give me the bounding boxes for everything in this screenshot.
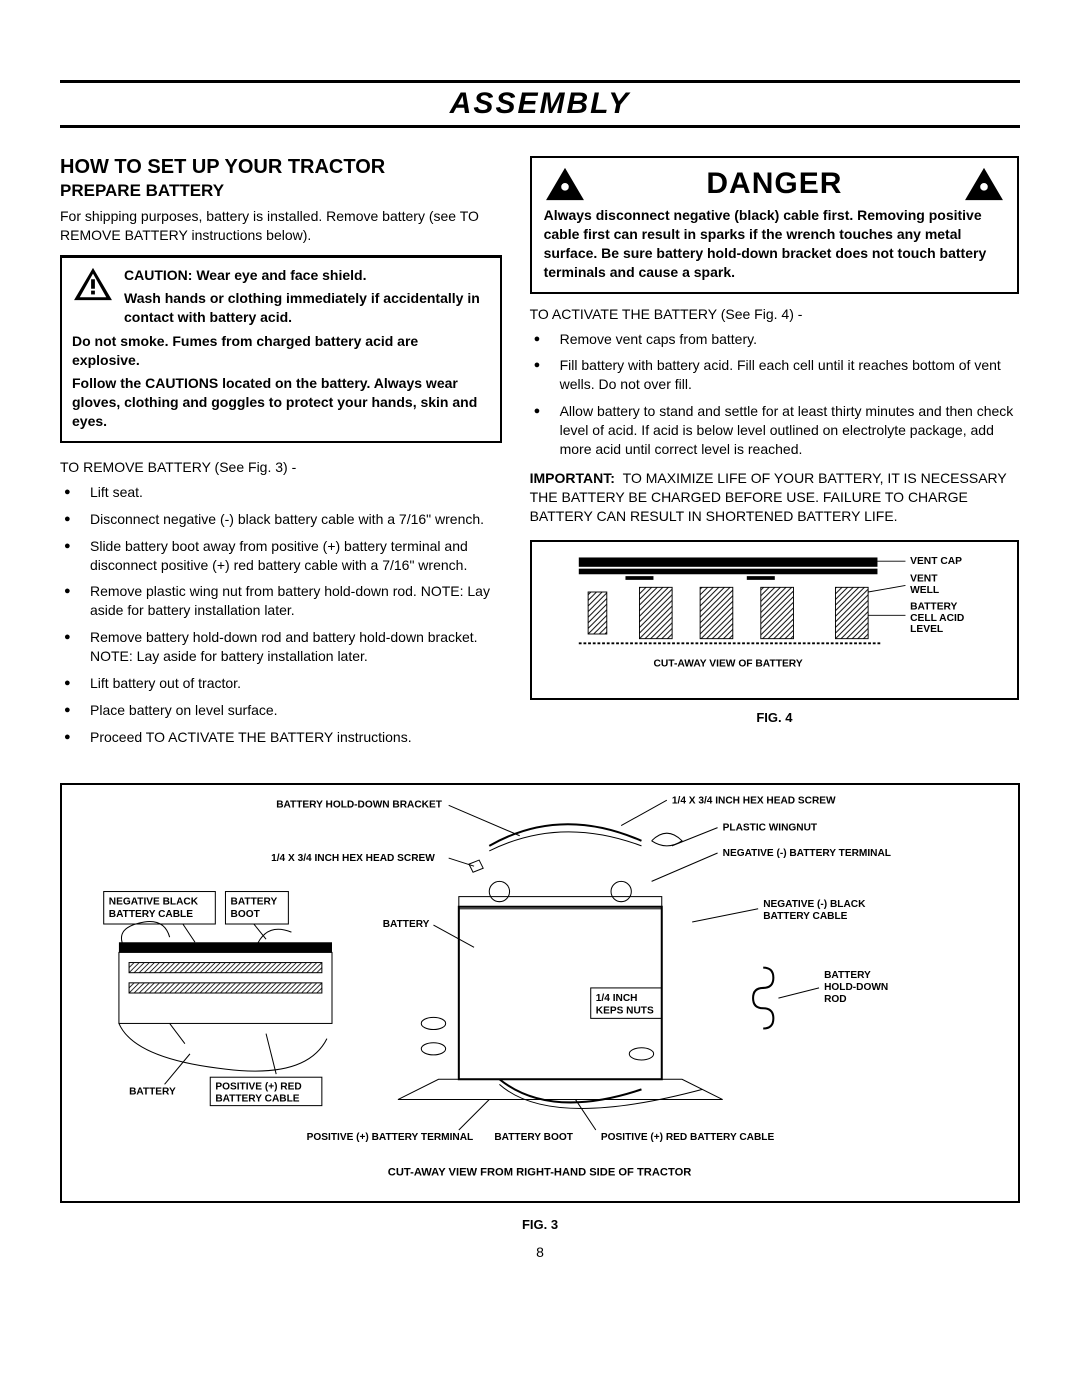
danger-icon-right (963, 166, 1005, 202)
fig3-caption: FIG. 3 (60, 1217, 1020, 1232)
fig4-caption: FIG. 4 (530, 710, 1020, 725)
fig3-label: 1/4 X 3/4 INCH HEX HEAD SCREW (672, 795, 836, 806)
page-title: ASSEMBLY (450, 87, 630, 120)
list-item: Lift seat. (84, 483, 502, 502)
left-column: HOW TO SET UP YOUR TRACTOR PREPARE BATTE… (60, 156, 502, 755)
fig4-label-ventcap: VENT CAP (910, 556, 962, 567)
list-item: Proceed TO ACTIVATE THE BATTERY instruct… (84, 728, 502, 747)
list-item: Place battery on level surface. (84, 701, 502, 720)
activate-heading: TO ACTIVATE THE BATTERY (See Fig. 4) - (530, 306, 1020, 322)
danger-icon-left (544, 166, 586, 202)
fig3-label: PLASTIC WINGNUT (723, 822, 818, 833)
caution-para2: Follow the CAUTIONS located on the batte… (72, 375, 477, 429)
list-item: Remove plastic wing nut from battery hol… (84, 582, 502, 620)
intro-paragraph: For shipping purposes, battery is instal… (60, 207, 502, 245)
svg-text:BATTERY: BATTERY (824, 969, 871, 980)
svg-text:1/4 INCH: 1/4 INCH (596, 993, 638, 1004)
svg-text:NEGATIVE (-) BLACK: NEGATIVE (-) BLACK (763, 898, 866, 909)
svg-text:HOLD-DOWN: HOLD-DOWN (824, 982, 888, 993)
list-item: Slide battery boot away from positive (+… (84, 537, 502, 575)
danger-text: Always disconnect negative (black) cable… (544, 206, 1006, 282)
svg-text:POSITIVE (+) BATTERY TERMINAL: POSITIVE (+) BATTERY TERMINAL (307, 1132, 474, 1143)
subsection-heading: PREPARE BATTERY (60, 181, 502, 201)
caution-line1: CAUTION: Wear eye and face shield. (124, 267, 366, 283)
danger-title: DANGER (706, 167, 842, 201)
fig4-label-ventwell: VENT (910, 573, 938, 584)
list-item: Lift battery out of tractor. (84, 674, 502, 693)
svg-text:KEPS NUTS: KEPS NUTS (596, 1005, 654, 1016)
svg-text:BATTERY: BATTERY (231, 896, 278, 907)
danger-box: DANGER Always disconnect negative (black… (530, 156, 1020, 294)
svg-text:BATTERY: BATTERY (129, 1086, 176, 1097)
right-column: DANGER Always disconnect negative (black… (530, 156, 1020, 755)
fig4-diagram: VENT CAP VENT WELL BATTERY CELL ACID LEV… (540, 550, 1010, 690)
activate-battery-list: Remove vent caps from battery. Fill batt… (530, 330, 1020, 459)
list-item: Remove battery hold-down rod and battery… (84, 628, 502, 666)
svg-text:BATTERY CABLE: BATTERY CABLE (215, 1093, 299, 1104)
list-item: Remove vent caps from battery. (554, 330, 1020, 349)
page-number: 8 (60, 1244, 1020, 1260)
fig3-label: 1/4 X 3/4 INCH HEX HEAD SCREW (271, 853, 435, 864)
fig4-label-cellacid: BATTERY (910, 601, 957, 612)
figure-3: BATTERY HOLD-DOWN BRACKET 1/4 X 3/4 INCH… (60, 783, 1020, 1203)
fig3-label: NEGATIVE (-) BATTERY TERMINAL (723, 848, 891, 859)
svg-text:BATTERY BOOT: BATTERY BOOT (494, 1132, 573, 1143)
section-heading: HOW TO SET UP YOUR TRACTOR (60, 156, 502, 179)
fig3-label: BATTERY HOLD-DOWN BRACKET (276, 799, 443, 810)
caution-box: CAUTION: Wear eye and face shield. Wash … (60, 255, 502, 443)
list-item: Fill battery with battery acid. Fill eac… (554, 356, 1020, 394)
caution-line2: Wash hands or clothing immediately if ac… (124, 290, 480, 325)
two-column-layout: HOW TO SET UP YOUR TRACTOR PREPARE BATTE… (60, 156, 1020, 755)
svg-text:POSITIVE (+) RED BATTERY CABLE: POSITIVE (+) RED BATTERY CABLE (601, 1132, 775, 1143)
svg-text:BATTERY: BATTERY (383, 919, 430, 930)
page-root: ASSEMBLY HOW TO SET UP YOUR TRACTOR PREP… (0, 0, 1080, 1300)
svg-text:BATTERY CABLE: BATTERY CABLE (763, 911, 847, 922)
svg-text:LEVEL: LEVEL (910, 624, 943, 635)
svg-text:BATTERY CABLE: BATTERY CABLE (109, 909, 193, 920)
fig3-caption-inside: CUT-AWAY VIEW FROM RIGHT-HAND SIDE OF TR… (388, 1166, 692, 1178)
remove-battery-list: Lift seat. Disconnect negative (-) black… (60, 483, 502, 747)
list-item: Disconnect negative (-) black battery ca… (84, 510, 502, 529)
warning-icon (72, 266, 114, 302)
fig3-diagram: BATTERY HOLD-DOWN BRACKET 1/4 X 3/4 INCH… (62, 785, 1018, 1201)
figure-4: VENT CAP VENT WELL BATTERY CELL ACID LEV… (530, 540, 1020, 700)
title-bar: ASSEMBLY (60, 80, 1020, 128)
svg-text:NEGATIVE BLACK: NEGATIVE BLACK (109, 896, 199, 907)
svg-text:BOOT: BOOT (231, 909, 261, 920)
remove-heading: TO REMOVE BATTERY (See Fig. 3) - (60, 459, 502, 475)
svg-text:ROD: ROD (824, 994, 847, 1005)
fig4-caption-inside: CUT-AWAY VIEW OF BATTERY (653, 658, 802, 669)
svg-text:POSITIVE (+) RED: POSITIVE (+) RED (215, 1081, 301, 1092)
svg-text:WELL: WELL (910, 585, 939, 596)
important-paragraph: IMPORTANT: TO MAXIMIZE LIFE OF YOUR BATT… (530, 469, 1020, 526)
caution-para1: Do not smoke. Fumes from charged battery… (72, 333, 418, 368)
list-item: Allow battery to stand and settle for at… (554, 402, 1020, 459)
svg-text:CELL ACID: CELL ACID (910, 613, 964, 624)
